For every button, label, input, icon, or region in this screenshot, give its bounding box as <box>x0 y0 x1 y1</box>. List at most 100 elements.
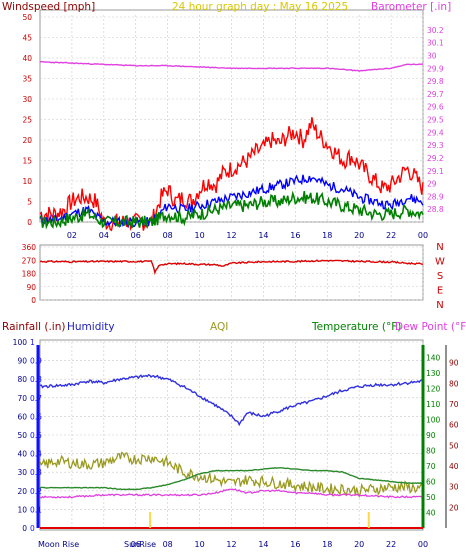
direction-y-tick-label: 360 <box>22 243 37 252</box>
direction-y-tick-label: 180 <box>22 270 37 279</box>
barometer-tick-label: 29.6 <box>427 103 444 112</box>
direction-y-tick-label: 0 <box>31 296 36 305</box>
wind-x-tick-label: 00 <box>418 231 428 240</box>
dewpoint-tick-label: 70 <box>449 400 459 409</box>
barometer-tick-label: 29.5 <box>427 116 444 125</box>
barometer-tick-label: 28.8 <box>427 205 444 214</box>
aqi-title: AQI <box>210 321 228 333</box>
sun-rise-label: SunRise <box>124 540 156 549</box>
dewpoint-title: Dew Point (°F) <box>395 321 466 333</box>
rainfall-title: Rainfall (.in) <box>2 321 65 333</box>
series-line-temperature <box>39 466 424 491</box>
dewpoint-tick-label: 20 <box>449 503 459 512</box>
humidity-tick-label: 20 <box>17 487 27 496</box>
barometer-tick-label: 29.8 <box>427 77 444 86</box>
barometer-tick-label: 28.9 <box>427 192 444 201</box>
series-line-average <box>39 174 424 229</box>
series-line-barometer <box>39 60 424 72</box>
humidity-tick-label: 80 <box>17 375 27 384</box>
rainfall-tick-label: 0.6 <box>30 412 42 421</box>
series-line-gust <box>39 117 424 232</box>
rainfall-tick-label: 0.4 <box>30 450 42 459</box>
climate-x-tick-label: 10 <box>194 540 204 549</box>
humidity-tick-label: 30 <box>17 468 27 477</box>
wind-x-tick-label: 02 <box>67 231 77 240</box>
rainfall-tick-label: 0.3 <box>30 468 42 477</box>
rainfall-tick-label: 0.7 <box>30 394 42 403</box>
wind-x-tick-label: 20 <box>354 231 364 240</box>
humidity-tick-label: 40 <box>17 450 27 459</box>
dewpoint-tick-label: 50 <box>449 441 459 450</box>
temperature-tick-label: 120 <box>426 385 441 394</box>
rainfall-tick-label: 0.1 <box>30 505 42 514</box>
climate-x-tick-label: 16 <box>290 540 300 549</box>
temperature-tick-label: 70 <box>426 462 436 471</box>
wind-y-tick-label: 50 <box>22 13 32 22</box>
rainfall-tick-label: 0.2 <box>30 487 42 496</box>
wind-y-tick-label: 10 <box>22 177 32 186</box>
barometer-tick-label: 29.3 <box>427 141 444 150</box>
dewpoint-tick-label: 90 <box>449 359 459 368</box>
wind-x-tick-label: 22 <box>386 231 396 240</box>
rainfall-tick-label: 0.9 <box>30 357 42 366</box>
windspeed-title: Windspeed [mph] <box>2 1 95 13</box>
wind-x-tick-label: 10 <box>194 231 204 240</box>
series-line-speed <box>39 190 424 230</box>
barometer-tick-label: 30 <box>427 51 437 60</box>
wind-x-tick-label: 04 <box>99 231 109 240</box>
wind-y-tick-label: 45 <box>22 34 32 43</box>
climate-x-tick-label: 00 <box>418 540 428 549</box>
series-line-direction <box>39 259 424 275</box>
humidity-tick-label: 100 <box>13 338 28 347</box>
axis-layer: 0510152025303540455028.828.92929.129.229… <box>13 13 459 549</box>
humidity-title: Humidity <box>67 321 115 333</box>
temperature-tick-label: 100 <box>426 416 441 425</box>
barometer-tick-label: 30.1 <box>427 39 444 48</box>
humidity-tick-label: 90 <box>17 357 27 366</box>
wind-x-tick-label: 06 <box>131 231 141 240</box>
graph-date-title: 24 hour graph day : May 16 2025 <box>172 1 348 13</box>
temperature-tick-label: 50 <box>426 493 436 502</box>
wind-x-tick-label: 12 <box>226 231 236 240</box>
climate-x-tick-label: 08 <box>163 540 173 549</box>
direction-compass-label: N <box>436 242 443 253</box>
wind-y-tick-label: 5 <box>27 198 32 207</box>
humidity-tick-label: 10 <box>17 505 27 514</box>
humidity-tick-label: 0 <box>22 524 27 533</box>
barometer-tick-label: 30.2 <box>427 26 444 35</box>
temperature-tick-label: 110 <box>426 400 441 409</box>
wind-y-tick-label: 20 <box>22 136 32 145</box>
temperature-tick-label: 90 <box>426 431 436 440</box>
dewpoint-tick-label: 60 <box>449 421 459 430</box>
rainfall-tick-label: 1 <box>30 338 35 347</box>
wind-y-tick-label: 25 <box>22 116 32 125</box>
series-line-humidity <box>39 373 424 427</box>
temperature-title: Temperature (°F) <box>311 321 401 333</box>
climate-x-tick-label: 20 <box>354 540 364 549</box>
direction-compass-label: N <box>436 300 443 311</box>
rainfall-tick-label: 0 <box>30 524 35 533</box>
moon-rise-label: Moon Rise <box>38 540 79 549</box>
barometer-tick-label: 29.9 <box>427 64 444 73</box>
rainfall-tick-label: 0.8 <box>30 375 42 384</box>
direction-compass-label: W <box>435 257 445 268</box>
climate-x-tick-label: 22 <box>386 540 396 549</box>
wind-y-tick-label: 30 <box>22 95 32 104</box>
climate-x-tick-label: 18 <box>322 540 332 549</box>
direction-y-tick-label: 90 <box>26 283 36 292</box>
dewpoint-tick-label: 30 <box>449 483 459 492</box>
humidity-tick-label: 50 <box>17 431 27 440</box>
humidity-tick-label: 70 <box>17 394 27 403</box>
temperature-tick-label: 60 <box>426 478 436 487</box>
temperature-tick-label: 130 <box>426 369 441 378</box>
wind-y-tick-label: 40 <box>22 54 32 63</box>
rainfall-tick-label: 0.5 <box>30 431 42 440</box>
barometer-tick-label: 29.1 <box>427 167 444 176</box>
wind-y-tick-label: 35 <box>22 75 32 84</box>
temperature-tick-label: 140 <box>426 354 441 363</box>
climate-x-tick-label: 12 <box>226 540 236 549</box>
dewpoint-tick-label: 80 <box>449 379 459 388</box>
climate-x-tick-label: 14 <box>258 540 268 549</box>
